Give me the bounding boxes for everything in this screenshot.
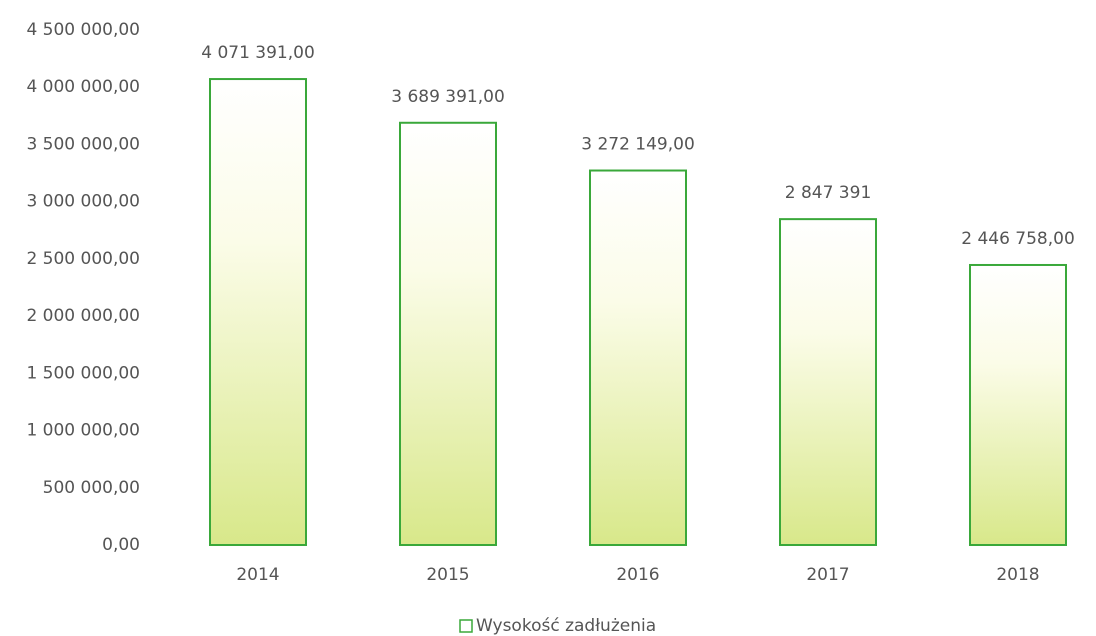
y-tick-label: 1 500 000,00: [26, 363, 140, 383]
bar: [399, 121, 497, 547]
y-tick-label: 2 000 000,00: [26, 306, 140, 326]
value-label: 4 071 391,00: [201, 43, 315, 63]
y-tick-label: 2 500 000,00: [26, 249, 140, 269]
y-tick-label: 3 500 000,00: [26, 134, 140, 154]
legend-swatch: [459, 619, 473, 633]
bar: [589, 169, 687, 546]
legend-label: Wysokość zadłużenia: [476, 616, 656, 636]
x-tick-label: 2014: [236, 565, 279, 585]
y-tick-label: 0,00: [102, 535, 140, 555]
x-tick-label: 2015: [426, 565, 469, 585]
x-tick-label: 2016: [616, 565, 659, 585]
y-tick-label: 1 000 000,00: [26, 421, 140, 441]
bar: [779, 218, 877, 546]
x-tick-label: 2017: [806, 565, 849, 585]
bar: [209, 78, 307, 547]
value-label: 3 272 149,00: [581, 135, 695, 155]
value-label: 3 689 391,00: [391, 87, 505, 107]
value-label: 2 847 391: [785, 183, 872, 203]
y-tick-label: 3 000 000,00: [26, 192, 140, 212]
value-label: 2 446 758,00: [961, 229, 1075, 249]
y-tick-label: 4 000 000,00: [26, 77, 140, 97]
y-tick-label: 500 000,00: [43, 478, 140, 498]
bar: [969, 263, 1067, 546]
x-tick-label: 2018: [996, 565, 1039, 585]
y-tick-label: 4 500 000,00: [26, 20, 140, 40]
